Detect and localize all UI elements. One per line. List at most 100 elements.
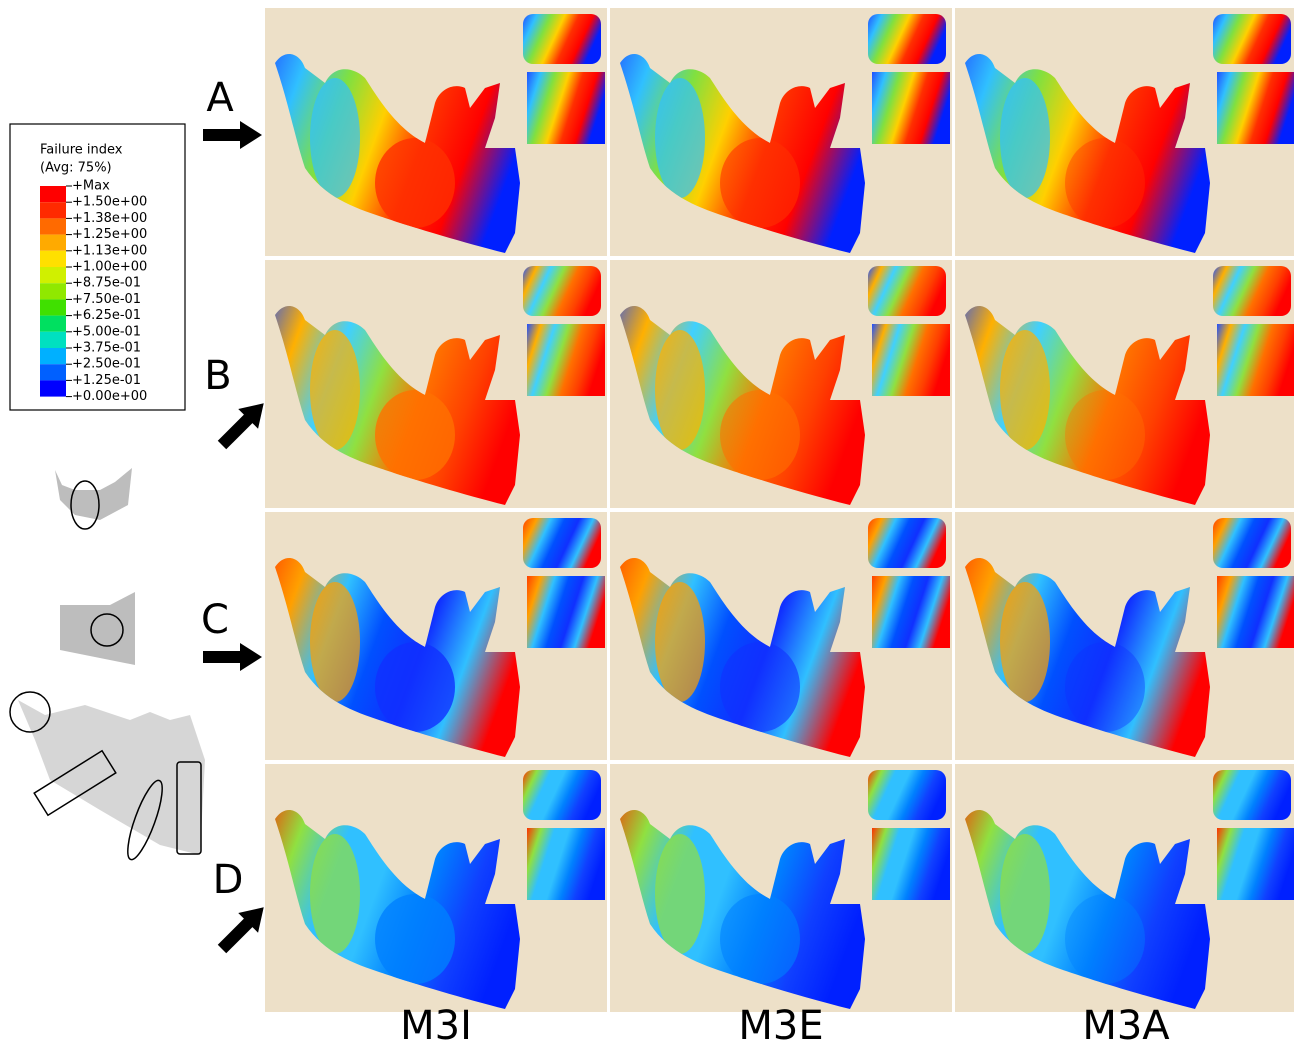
legend-label: +1.00e+00 [72, 260, 147, 275]
legend-label: +1.25e-01 [72, 373, 141, 388]
legend-subtitle: (Avg: 75%) [40, 161, 112, 176]
panel [955, 512, 1294, 762]
panel [265, 260, 607, 510]
inset-side [527, 576, 605, 648]
mandible-band [310, 582, 360, 702]
inset-top [523, 266, 601, 316]
mandible-band [1065, 390, 1145, 480]
row-label: D [213, 857, 244, 903]
mandible-band [375, 894, 455, 984]
legend-label: +1.38e+00 [72, 211, 147, 226]
inset-top [523, 14, 601, 64]
mandible-band [720, 390, 800, 480]
legend-label: +0.00e+00 [72, 389, 147, 404]
mandible-band [310, 834, 360, 954]
mandible-band [1000, 834, 1050, 954]
inset-side [1217, 72, 1294, 144]
arrow [212, 897, 274, 959]
mandible-band [720, 894, 800, 984]
mandible-band [375, 138, 455, 228]
legend-label: +5.00e-01 [72, 324, 141, 339]
inset-top [523, 770, 601, 820]
panel [265, 8, 607, 258]
inset-side [1217, 576, 1294, 648]
row-label: A [206, 75, 234, 121]
panel [955, 8, 1294, 258]
legend-swatch [40, 283, 66, 299]
legend-swatch [40, 332, 66, 348]
mandible-band [720, 642, 800, 732]
legend-label: +8.75e-01 [72, 276, 141, 291]
arrow [212, 393, 274, 455]
legend-swatch [40, 364, 66, 380]
mandible-band [1000, 330, 1050, 450]
inset-top [1213, 14, 1291, 64]
inset-side [527, 324, 605, 396]
inset-top [1213, 770, 1291, 820]
inset-top [1213, 266, 1291, 316]
legend-swatch [40, 186, 66, 202]
panel [610, 764, 952, 1014]
arrow [203, 643, 262, 671]
legend-label: +1.13e+00 [72, 243, 147, 258]
legend-label: +7.50e-01 [72, 292, 141, 307]
panel [610, 8, 952, 258]
mandible-band [1065, 894, 1145, 984]
legend-swatch [40, 218, 66, 234]
panel [265, 512, 607, 762]
page: Failure index (Avg: 75%) +Max+1.50e+00+1… [0, 0, 1294, 1047]
mandible-band [375, 390, 455, 480]
row-label: B [204, 353, 231, 399]
thumb-top [55, 468, 132, 520]
mandible-band [1065, 138, 1145, 228]
panel [610, 260, 952, 510]
column-label: M3I [400, 1003, 472, 1047]
inset-top [868, 770, 946, 820]
mandible-band [655, 834, 705, 954]
thumbnails [10, 468, 205, 863]
inset-side [527, 828, 605, 900]
mandible-band [310, 330, 360, 450]
inset-top [1213, 518, 1291, 568]
panel [610, 512, 952, 762]
column-label: M3A [1082, 1003, 1170, 1047]
inset-side [872, 828, 950, 900]
mandible-band [310, 78, 360, 198]
column-label: M3E [738, 1003, 823, 1047]
mandible-band [1000, 582, 1050, 702]
inset-side [872, 324, 950, 396]
legend-label: +1.25e+00 [72, 227, 147, 242]
mandible-band [720, 138, 800, 228]
legend-label: +3.75e-01 [72, 341, 141, 356]
inset-side [872, 72, 950, 144]
panel [955, 764, 1294, 1014]
thumb-mid [60, 592, 135, 665]
inset-top [868, 266, 946, 316]
row-label: C [201, 597, 229, 643]
legend-swatch [40, 348, 66, 364]
mandible-band [655, 78, 705, 198]
legend-label: +Max [72, 179, 110, 194]
inset-side [527, 72, 605, 144]
inset-top [868, 14, 946, 64]
legend-swatch [40, 267, 66, 283]
figure: Failure index (Avg: 75%) +Max+1.50e+00+1… [0, 0, 1294, 1047]
inset-top [868, 518, 946, 568]
panel [955, 260, 1294, 510]
inset-side [1217, 828, 1294, 900]
mandible-band [1065, 642, 1145, 732]
mandible-band [655, 330, 705, 450]
legend-swatch [40, 380, 66, 396]
legend-swatch [40, 316, 66, 332]
legend-label: +6.25e-01 [72, 308, 141, 323]
legend-swatch [40, 251, 66, 267]
inset-side [872, 576, 950, 648]
legend-label: +1.50e+00 [72, 195, 147, 210]
legend-label: +2.50e-01 [72, 357, 141, 372]
arrow [203, 121, 262, 149]
mandible-band [1000, 78, 1050, 198]
mandible-band [655, 582, 705, 702]
panel [265, 764, 607, 1014]
legend-swatch [40, 299, 66, 315]
legend-title: Failure index [40, 143, 123, 158]
